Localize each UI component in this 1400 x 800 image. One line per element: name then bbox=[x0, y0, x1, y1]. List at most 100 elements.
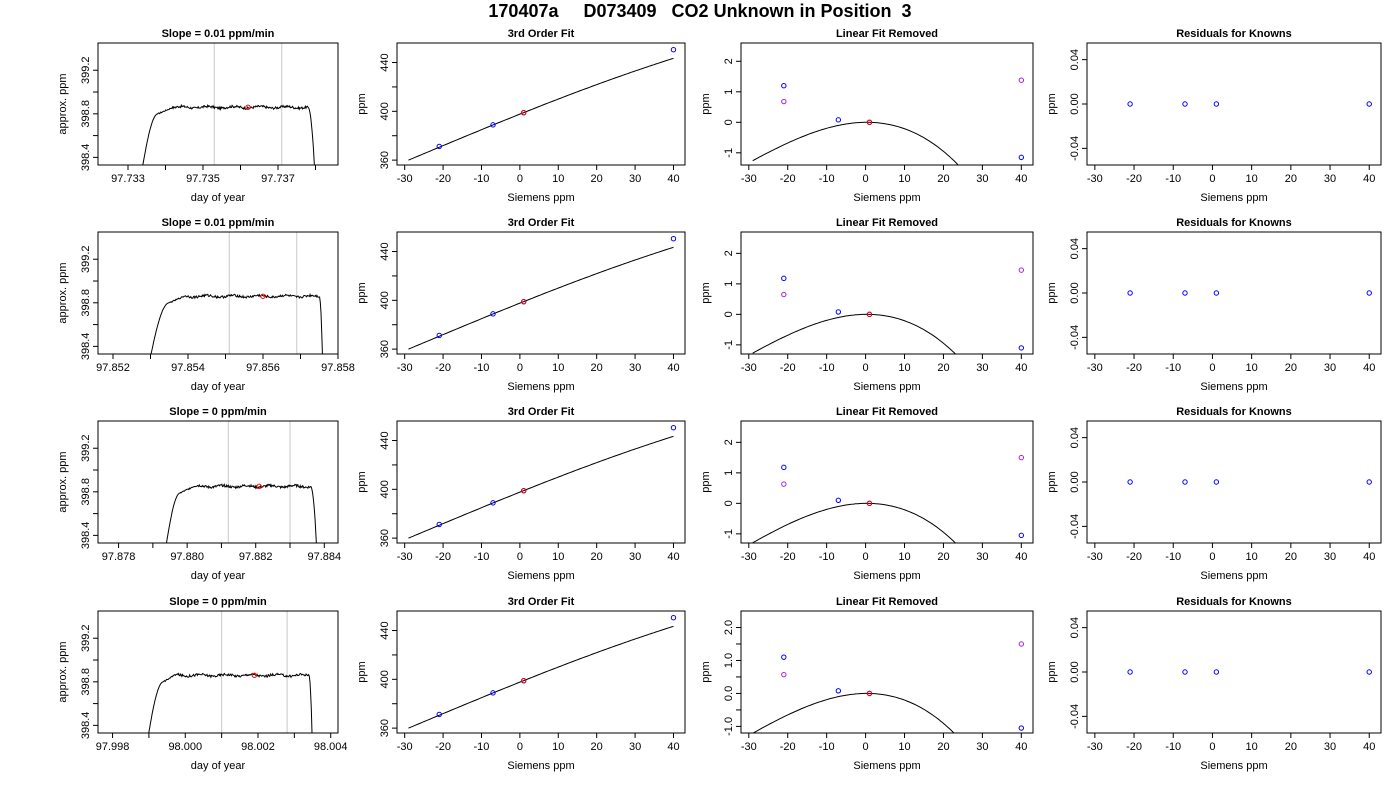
time-series-trace bbox=[148, 672, 313, 733]
linear-removed-point bbox=[1018, 641, 1025, 647]
plot-frame bbox=[396, 610, 686, 734]
linear-removed-point bbox=[781, 671, 787, 678]
y-axis-label: ppm bbox=[700, 282, 712, 303]
x-tick-label: 97.733 bbox=[111, 173, 145, 185]
y-axis-label: ppm bbox=[700, 471, 712, 492]
x-tick-label: -10 bbox=[819, 551, 835, 563]
x-tick-label: -10 bbox=[1165, 551, 1181, 563]
unknown-sample-point bbox=[260, 293, 266, 299]
y-axis-label: ppm bbox=[700, 661, 712, 682]
x-tick-label: 98.004 bbox=[314, 741, 348, 753]
y-tick-label: 0.04 bbox=[1069, 427, 1081, 448]
panel-fit-row-3: 3rd Order Fit -30 -20 -10 0 10 20 30 40 360 400 440… bbox=[356, 406, 686, 582]
y-tick-label: 398.8 bbox=[80, 289, 92, 317]
x-tick-label: 97.880 bbox=[170, 551, 204, 563]
y-tick-label: 398.4 bbox=[80, 333, 92, 361]
x-tick-label: 20 bbox=[937, 551, 949, 563]
plot-frame bbox=[97, 231, 339, 355]
plot-area bbox=[150, 232, 323, 354]
x-tick-label: -20 bbox=[1126, 173, 1142, 185]
known-standard-point bbox=[490, 500, 496, 506]
x-tick-label: 30 bbox=[976, 173, 988, 185]
plot-area bbox=[408, 615, 677, 729]
x-tick-label: 20 bbox=[937, 173, 949, 185]
known-standard-point bbox=[436, 143, 442, 150]
x-tick-label: 20 bbox=[1285, 551, 1297, 563]
linear-removed-point bbox=[1018, 454, 1025, 461]
plot-area bbox=[1127, 669, 1372, 675]
panel-linear_removed-row-2: Linear Fit Removed-30 -20 -10 0 10 20 30 40-101… bbox=[700, 217, 1034, 393]
panel-title: Slope = 0.01 ppm/min bbox=[162, 217, 275, 229]
known-standard-point bbox=[1213, 101, 1220, 107]
y-axis-label: ppm bbox=[356, 471, 368, 492]
y-tick-label: 2 bbox=[723, 439, 735, 445]
y-tick-label: 0.00 bbox=[1069, 282, 1081, 303]
y-tick-label: 360 bbox=[379, 340, 391, 358]
plot-area bbox=[408, 425, 677, 539]
unknown-sample-point bbox=[521, 677, 527, 684]
known-standard-point bbox=[1366, 479, 1372, 485]
x-axis-label: Siemens ppm bbox=[1200, 192, 1267, 204]
panel-residuals-row-1: Residuals for Knowns -30 -20 -10 0 10 20 30 40 -0… bbox=[1046, 28, 1382, 204]
y-tick-label: -0.04 bbox=[1069, 514, 1081, 539]
y-tick-label: 0.00 bbox=[1069, 661, 1081, 682]
panel-fit-row-4: 3rd Order Fit -30 -20 -10 0 10 20 30 40 360 400 440… bbox=[356, 596, 686, 772]
panel-title: 3rd Order Fit bbox=[508, 406, 575, 418]
known-standard-point bbox=[490, 690, 496, 696]
known-standard-point bbox=[670, 47, 677, 53]
unknown-sample-point bbox=[521, 487, 527, 494]
y-axis-label: ppm bbox=[1046, 471, 1058, 492]
x-tick-label: 20 bbox=[591, 741, 603, 753]
y-tick-label: 398.8 bbox=[80, 478, 92, 506]
time-series-trace bbox=[165, 483, 317, 543]
linear-removed-point bbox=[1018, 267, 1025, 273]
y-tick-label: 398.8 bbox=[80, 668, 92, 696]
x-tick-label: -30 bbox=[1087, 551, 1103, 563]
x-tick-label: 40 bbox=[1015, 551, 1027, 563]
known-standard-point bbox=[1127, 290, 1133, 296]
x-tick-label: 97.854 bbox=[171, 362, 205, 374]
plot-area bbox=[408, 236, 677, 350]
y-tick-label: 400 bbox=[379, 102, 391, 120]
y-tick-label: -1.0 bbox=[723, 717, 735, 736]
linear-removed-point bbox=[781, 481, 787, 487]
x-tick-label: -30 bbox=[397, 741, 413, 753]
y-tick-label: -1 bbox=[723, 148, 735, 158]
panel-title: Slope = 0 ppm/min bbox=[169, 596, 267, 608]
linear-removed-point bbox=[1018, 77, 1025, 83]
x-tick-label: -10 bbox=[819, 362, 835, 374]
panel-timeseries-row-1: Slope = 0.01 ppm/min 97.733 97.735 97.737 39… bbox=[57, 28, 339, 204]
panel-title: 3rd Order Fit bbox=[508, 596, 575, 608]
x-tick-label: 10 bbox=[552, 362, 564, 374]
x-tick-label: 30 bbox=[629, 362, 641, 374]
fit-curve bbox=[408, 435, 674, 539]
known-standard-point bbox=[781, 275, 787, 282]
x-axis-label: Siemens ppm bbox=[507, 381, 574, 393]
y-axis-label: ppm bbox=[356, 93, 368, 114]
y-tick-label: 398.4 bbox=[80, 144, 92, 172]
plot-frame bbox=[97, 610, 339, 734]
plot-frame bbox=[396, 420, 686, 544]
plot-frame bbox=[97, 420, 339, 544]
x-tick-label: 0 bbox=[1209, 173, 1215, 185]
y-tick-label: 2 bbox=[723, 58, 735, 64]
panel-linear_removed-row-3: Linear Fit Removed-30 -20 -10 0 10 20 30 40-101… bbox=[700, 406, 1034, 582]
x-tick-label: 10 bbox=[552, 173, 564, 185]
y-axis-label: ppm bbox=[356, 661, 368, 682]
x-tick-label: 10 bbox=[898, 741, 910, 753]
y-axis-label: ppm bbox=[700, 93, 712, 114]
known-standard-point bbox=[1366, 101, 1372, 107]
x-tick-label: 30 bbox=[1324, 173, 1336, 185]
x-tick-label: 98.002 bbox=[241, 741, 275, 753]
known-standard-point bbox=[781, 654, 787, 660]
y-tick-label: 399.2 bbox=[80, 56, 92, 84]
unknown-sample-point bbox=[866, 311, 873, 318]
x-tick-label: 10 bbox=[1246, 362, 1258, 374]
y-axis-label: ppm bbox=[1046, 282, 1058, 303]
y-tick-label: 0 bbox=[723, 311, 735, 317]
time-series-trace bbox=[150, 293, 323, 354]
known-standard-point bbox=[1018, 345, 1025, 351]
known-standard-point bbox=[670, 236, 677, 242]
unknown-sample-point bbox=[521, 298, 527, 305]
